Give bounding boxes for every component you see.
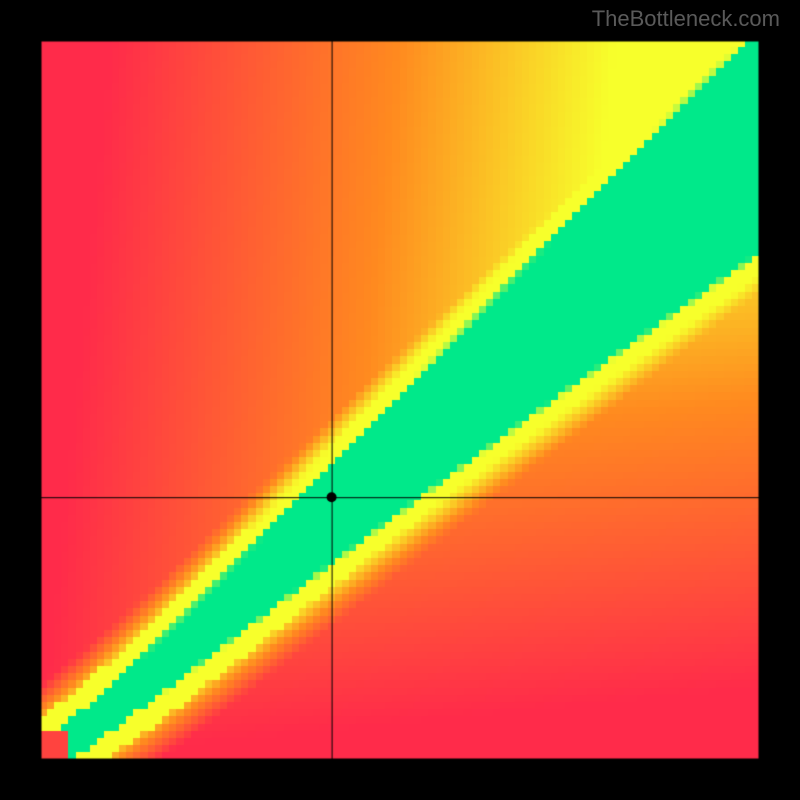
heatmap-canvas-wrap [40, 40, 760, 760]
watermark-text: TheBottleneck.com [592, 6, 780, 32]
chart-container: TheBottleneck.com [0, 0, 800, 800]
bottleneck-heatmap [40, 40, 760, 760]
